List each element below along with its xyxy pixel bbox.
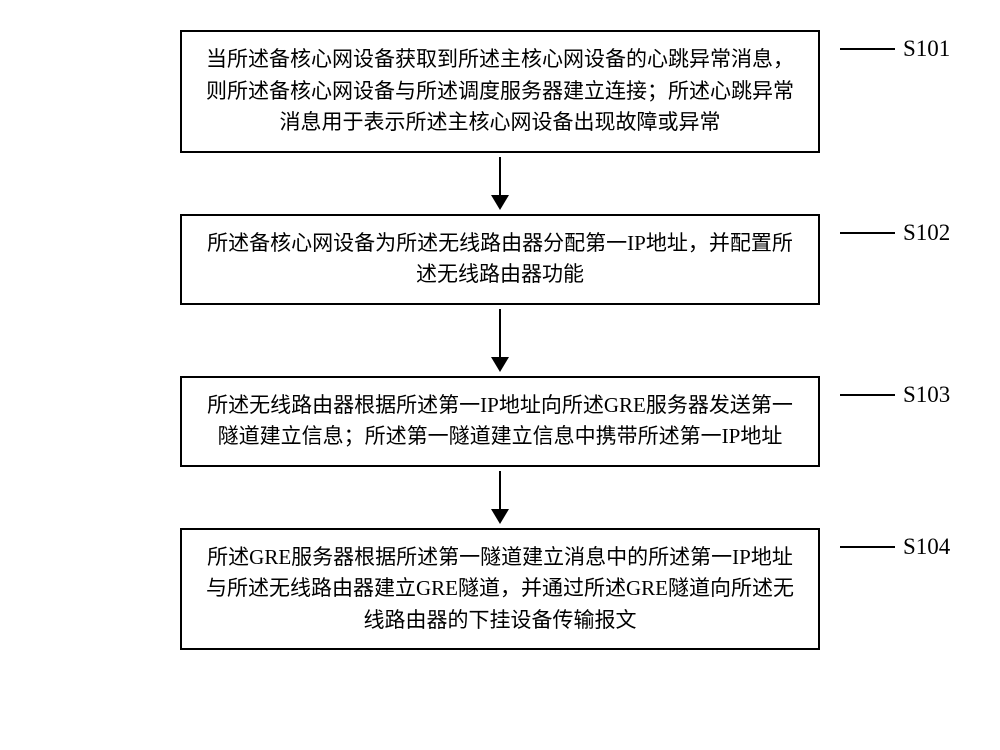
step-row-2: 所述备核心网设备为所述无线路由器分配第一IP地址，并配置所述无线路由器功能 S1…: [20, 214, 980, 305]
lead-line-icon: [840, 232, 895, 234]
step-label-wrap-2: S102: [840, 220, 950, 246]
step-row-3: 所述无线路由器根据所述第一IP地址向所述GRE服务器发送第一隧道建立信息；所述第…: [20, 376, 980, 467]
arrow-head-icon: [491, 509, 509, 524]
step-row-1: 当所述备核心网设备获取到所述主核心网设备的心跳异常消息，则所述备核心网设备与所述…: [20, 30, 980, 153]
step-label-wrap-3: S103: [840, 382, 950, 408]
step-box-4: 所述GRE服务器根据所述第一隧道建立消息中的所述第一IP地址与所述无线路由器建立…: [180, 528, 820, 651]
arrow-head-icon: [491, 357, 509, 372]
arrow-2: [491, 309, 509, 372]
flowchart: 当所述备核心网设备获取到所述主核心网设备的心跳异常消息，则所述备核心网设备与所述…: [20, 30, 980, 650]
arrow-head-icon: [491, 195, 509, 210]
arrow-1: [491, 157, 509, 210]
arrow-line-icon: [499, 309, 501, 357]
lead-line-icon: [840, 48, 895, 50]
step-box-1: 当所述备核心网设备获取到所述主核心网设备的心跳异常消息，则所述备核心网设备与所述…: [180, 30, 820, 153]
arrow-3: [491, 471, 509, 524]
step-label-2: S102: [903, 220, 950, 246]
arrow-line-icon: [499, 471, 501, 509]
step-label-4: S104: [903, 534, 950, 560]
step-label-3: S103: [903, 382, 950, 408]
arrow-line-icon: [499, 157, 501, 195]
lead-line-icon: [840, 546, 895, 548]
step-label-1: S101: [903, 36, 950, 62]
step-box-3: 所述无线路由器根据所述第一IP地址向所述GRE服务器发送第一隧道建立信息；所述第…: [180, 376, 820, 467]
step-box-2: 所述备核心网设备为所述无线路由器分配第一IP地址，并配置所述无线路由器功能: [180, 214, 820, 305]
step-label-wrap-1: S101: [840, 36, 950, 62]
lead-line-icon: [840, 394, 895, 396]
step-row-4: 所述GRE服务器根据所述第一隧道建立消息中的所述第一IP地址与所述无线路由器建立…: [20, 528, 980, 651]
step-label-wrap-4: S104: [840, 534, 950, 560]
